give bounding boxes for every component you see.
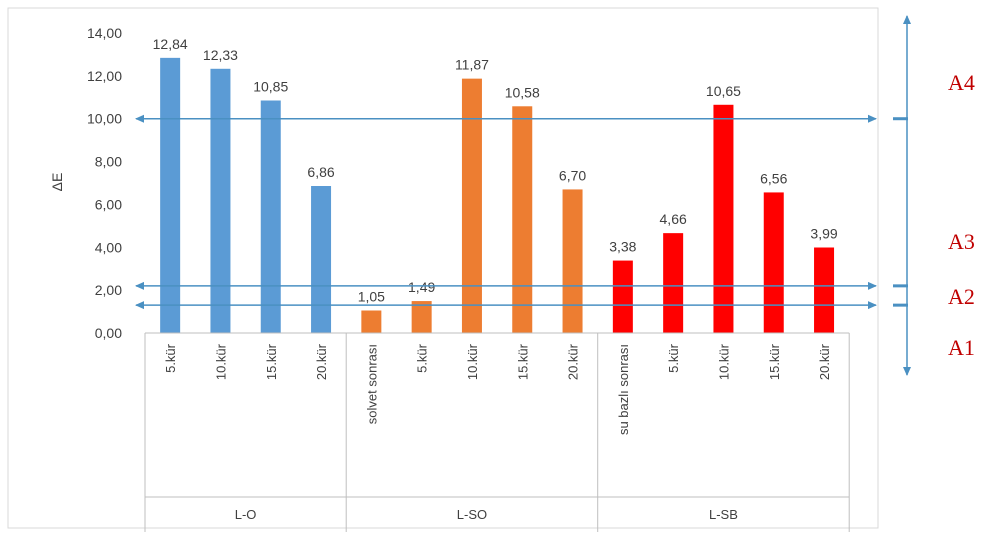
category-label: 10.kür [465, 343, 480, 380]
data-label: 1,05 [358, 289, 385, 305]
y-axis-ticks: 0,00 2,00 4,00 6,00 8,00 10,00 12,00 14,00 [87, 25, 122, 341]
category-label: 5.kür [415, 343, 430, 373]
y-tick-label: 4,00 [95, 239, 122, 255]
category-label: 15.kür [264, 343, 279, 380]
group-label: L-SB [709, 507, 738, 522]
category-label: 10.kür [716, 343, 731, 380]
bar [260, 100, 281, 333]
bar [763, 192, 784, 333]
category-label: solvet sonrası [364, 344, 379, 424]
bar [210, 68, 231, 334]
bar [160, 57, 181, 333]
chart-frame [7, 7, 879, 529]
y-tick-label: 2,00 [95, 282, 122, 298]
data-label: 3,38 [609, 239, 636, 255]
data-label: 1,49 [408, 279, 435, 295]
category-label: 20.kür [566, 343, 581, 380]
category-label: 15.kür [767, 343, 782, 380]
data-labels: 12,84 12,33 10,85 6,86 1,05 1,49 11,87 10,58 6,7… [153, 36, 838, 305]
bar [512, 106, 533, 334]
data-label: 10,85 [253, 79, 288, 95]
category-label: su bazlı sonrası [616, 344, 631, 435]
y-tick-label: 14,00 [87, 25, 122, 41]
y-tick-label: 10,00 [87, 111, 122, 127]
level-label: A1 [948, 335, 975, 360]
level-label: A3 [948, 229, 975, 254]
reference-lines [135, 14, 911, 376]
category-label: 20.kür [314, 343, 329, 380]
data-label: 10,58 [505, 84, 540, 100]
data-label: 11,87 [455, 57, 489, 73]
y-tick-label: 12,00 [87, 68, 122, 84]
bar [612, 260, 633, 333]
data-label: 12,33 [203, 47, 238, 63]
level-label: A4 [948, 70, 975, 95]
data-label: 3,99 [810, 226, 837, 242]
bar [814, 247, 835, 333]
y-tick-label: 0,00 [95, 325, 122, 341]
bar [461, 78, 482, 334]
category-label: 10.kür [213, 343, 228, 380]
data-label: 12,84 [153, 36, 188, 52]
bars [160, 57, 835, 334]
side-levels: A4 A3 A2 A1 [948, 70, 975, 360]
group-label: L-SO [457, 507, 487, 522]
category-label: 15.kür [515, 343, 530, 380]
level-label: A2 [948, 284, 975, 309]
bar [713, 104, 734, 334]
x-axis: 5.kür 10.kür 15.kür 20.kür L-O solvet sonrası… [144, 332, 850, 532]
data-label: 10,65 [706, 83, 741, 99]
category-label: 5.kür [666, 343, 681, 373]
y-axis-label: ΔE [49, 173, 65, 192]
bar [663, 233, 684, 333]
group-label: L-O [235, 507, 257, 522]
y-tick-label: 6,00 [95, 196, 122, 212]
bar [361, 310, 382, 333]
data-label: 4,66 [660, 211, 687, 227]
data-label: 6,70 [559, 167, 586, 183]
bar [311, 186, 332, 333]
data-label: 6,56 [760, 170, 787, 186]
bar [562, 189, 583, 333]
data-label: 6,86 [307, 164, 334, 180]
category-label: 20.kür [817, 343, 832, 380]
y-tick-label: 8,00 [95, 154, 122, 170]
category-label: 5.kür [163, 343, 178, 373]
